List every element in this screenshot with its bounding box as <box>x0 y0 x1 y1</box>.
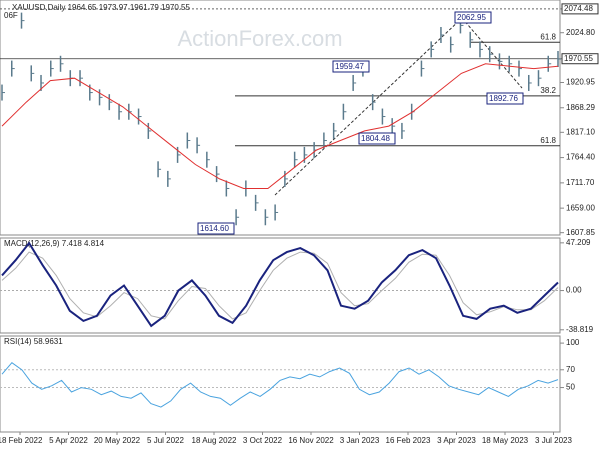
ma-line <box>1 63 559 189</box>
y-tick-label: 0.00 <box>566 286 582 295</box>
y-tick-label: 1868.29 <box>566 103 595 112</box>
y-tick-label: 47.209 <box>566 238 591 247</box>
x-tick-label: 20 May 2022 <box>94 436 141 445</box>
annotation-box <box>358 132 396 145</box>
y-tick-label: 100 <box>566 338 580 347</box>
annotation: 1614.60 <box>200 224 229 233</box>
rsi-title: RSI(14) 58.9631 <box>4 337 63 346</box>
annotation-box <box>486 92 524 105</box>
watermark: ActionForex.com <box>177 26 342 51</box>
x-tick-label: 3 Jan 2023 <box>340 436 380 445</box>
level-box <box>561 53 599 65</box>
y-tick-label: 70 <box>566 365 575 374</box>
y-tick-label: 1711.70 <box>566 178 595 187</box>
trend-line <box>274 17 463 196</box>
x-tick-label: 16 Feb 2023 <box>386 436 431 445</box>
x-tick-label: 5 Apr 2022 <box>49 436 88 445</box>
x-tick-label: 3 Jul 2023 <box>535 436 572 445</box>
chart-title: XAUUSD,Daily 1964.65 1973.97 1961.79 197… <box>12 3 190 12</box>
level-box <box>561 3 599 15</box>
rsi-panel <box>0 335 561 433</box>
annotation-box <box>332 60 370 73</box>
rsi-line <box>1 362 559 408</box>
level-label: 1970.55 <box>564 54 593 63</box>
price-panel <box>0 0 561 236</box>
y-tick-label: -38.819 <box>566 325 594 334</box>
y-tick-label: 50 <box>566 383 575 392</box>
level-label: 38.2 <box>540 86 556 95</box>
macd-line <box>1 241 559 328</box>
x-tick-label: 5 Jul 2022 <box>147 436 184 445</box>
annotation: 1804.48 <box>361 134 390 143</box>
macd-title: MACD(12,26,9) 7.418 4.814 <box>4 239 105 248</box>
annotation: 1892.76 <box>489 94 518 103</box>
annotation-box <box>454 11 492 24</box>
level-label: 2074.48 <box>564 4 593 13</box>
y-tick-label: 2024.80 <box>566 28 595 37</box>
y-tick-label: 1764.40 <box>566 153 595 162</box>
y-tick-label: 1920.95 <box>566 78 595 87</box>
x-tick-label: 18 May 2023 <box>482 436 529 445</box>
y-tick-label: 1659.00 <box>566 203 595 212</box>
trend-line <box>461 17 523 89</box>
y-tick-label: 1607.85 <box>566 228 595 237</box>
level-label: 61.8 <box>540 32 556 41</box>
x-tick-label: 18 Aug 2022 <box>192 436 237 445</box>
annotation-box <box>197 222 235 235</box>
x-tick-label: 3 Oct 2022 <box>243 436 283 445</box>
corner-label: 06F <box>4 11 18 20</box>
annotation: 2062.95 <box>457 13 486 22</box>
y-tick-label: 1817.10 <box>566 127 595 136</box>
annotation: 1959.47 <box>335 62 364 71</box>
x-tick-label: 3 Apr 2023 <box>437 436 476 445</box>
x-tick-label: 16 Nov 2022 <box>288 436 334 445</box>
x-tick-label: 18 Feb 2022 <box>0 436 43 445</box>
level-label: 61.8 <box>540 136 556 145</box>
